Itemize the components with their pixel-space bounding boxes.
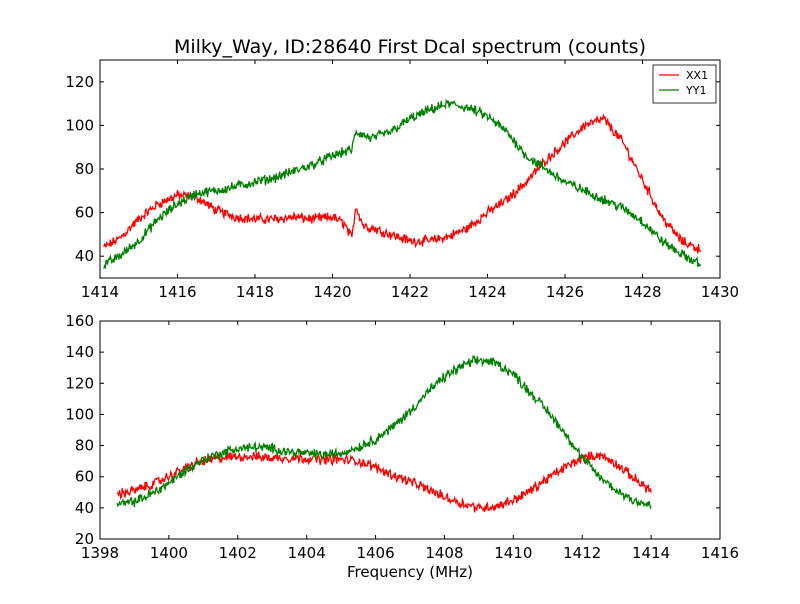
x-tick-label: 1412: [563, 544, 601, 562]
series-line-yy1: [103, 98, 702, 270]
x-tick-label: 1430: [701, 283, 739, 301]
x-tick-label: 1400: [150, 544, 188, 562]
y-tick-label: 20: [75, 530, 94, 548]
legend-box: [652, 64, 717, 104]
x-tick-label: 1404: [288, 544, 326, 562]
y-tick-label: 120: [65, 73, 94, 91]
x-tick-label: 1418: [236, 283, 274, 301]
chart-title: Milky_Way, ID:28640 First Dcal spectrum …: [174, 36, 646, 58]
series-line-panel1-1: [116, 354, 652, 510]
x-tick-label: 1428: [623, 283, 661, 301]
x-tick-label: 1398: [81, 544, 119, 562]
y-tick-label: 60: [75, 468, 94, 486]
y-tick-label: 80: [75, 437, 94, 455]
bottom-panel: 1398 1400 1402 1404 1406 1408 1410 1412 1414 1416…: [65, 312, 739, 562]
legend-label-yy1: YY1: [685, 84, 706, 97]
x-tick-label: 1414: [632, 544, 670, 562]
y-tick-label: 160: [65, 312, 94, 330]
x-tick-label: 1416: [158, 283, 196, 301]
x-tick-label: 1410: [494, 544, 532, 562]
legend-label-xx1: XX1: [686, 69, 708, 82]
y-tick-label: 100: [65, 405, 94, 423]
series-line-xx1: [103, 113, 702, 254]
x-tick-label: 1402: [219, 544, 257, 562]
y-tick-label: 100: [65, 116, 94, 134]
y-tick-label: 60: [75, 204, 94, 222]
x-tick-label: 1408: [425, 544, 463, 562]
x-axis-label: Frequency (MHz): [347, 563, 473, 581]
axes-frame: [99, 320, 721, 540]
y-tick-label: 80: [75, 160, 94, 178]
x-tick-label: 1420: [313, 283, 351, 301]
y-tick-label: 40: [75, 499, 94, 517]
x-tick-label: 1424: [468, 283, 506, 301]
top-panel: 1414 1416 1418 1420 1422 1424 1426 1428 1430 40 60…: [65, 59, 739, 301]
y-tick-label: 40: [75, 247, 94, 265]
x-tick-label: 1422: [391, 283, 429, 301]
x-tick-label: 1414: [81, 283, 119, 301]
x-tick-label: 1416: [701, 544, 739, 562]
x-tick-label: 1406: [356, 544, 394, 562]
y-tick-label: 120: [65, 374, 94, 392]
y-tick-label: 140: [65, 343, 94, 361]
x-tick-label: 1426: [546, 283, 584, 301]
